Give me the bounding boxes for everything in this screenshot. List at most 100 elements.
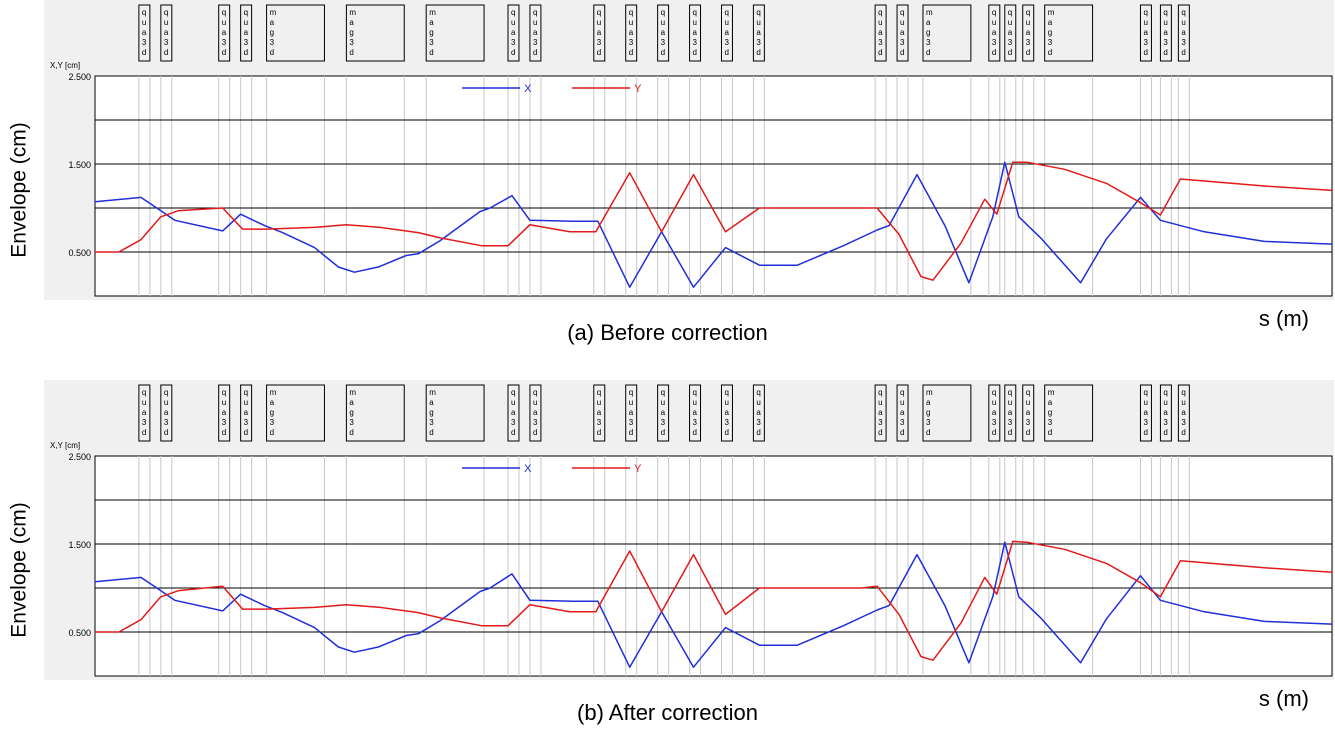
element-label-char: 3: [349, 38, 354, 47]
element-label-char: a: [629, 408, 634, 417]
element-label-char: u: [597, 18, 601, 27]
element-label-char: u: [1143, 18, 1147, 27]
element-label-char: m: [926, 388, 933, 397]
element-label-char: d: [1163, 48, 1167, 57]
element-label-char: d: [756, 48, 760, 57]
element-label-char: d: [244, 428, 248, 437]
element-label-char: d: [629, 428, 633, 437]
element-label-char: 3: [244, 418, 249, 427]
element-label-char: 3: [1008, 38, 1013, 47]
element-label-char: 3: [1143, 418, 1148, 427]
element-box: [1044, 384, 1094, 442]
element-label-char: u: [900, 18, 904, 27]
element-label-char: 3: [878, 418, 883, 427]
axis-unit-label: X,Y [cm]: [50, 441, 80, 450]
element-box: [874, 384, 887, 442]
element-label-char: q: [1026, 388, 1030, 397]
element-label-char: d: [900, 48, 904, 57]
element-label-char: m: [349, 8, 356, 17]
element-label-char: u: [164, 18, 168, 27]
element-label-char: a: [1143, 28, 1148, 37]
element-label-char: d: [1048, 428, 1052, 437]
element-label-char: u: [142, 398, 146, 407]
element-label-char: q: [693, 8, 697, 17]
element-label-char: d: [900, 428, 904, 437]
element-label-char: q: [629, 388, 633, 397]
element-label-char: 3: [1163, 418, 1168, 427]
element-label-char: q: [756, 8, 760, 17]
element-label-char: a: [756, 408, 761, 417]
element-label-char: q: [900, 8, 904, 17]
element-label-char: a: [1048, 18, 1053, 27]
element-label-char: d: [349, 48, 353, 57]
element-label-char: a: [992, 408, 997, 417]
element-label-char: a: [1181, 28, 1186, 37]
element-label-char: 3: [693, 418, 698, 427]
element-label-char: q: [597, 8, 601, 17]
element-label-char: d: [142, 48, 146, 57]
element-box: [896, 4, 909, 62]
element-label-char: g: [429, 28, 433, 37]
element-label-char: d: [1026, 428, 1030, 437]
element-label-char: d: [1026, 48, 1030, 57]
element-label-char: u: [533, 18, 537, 27]
element-label-char: q: [222, 388, 226, 397]
element-box: [896, 384, 909, 442]
element-label-char: d: [1008, 48, 1012, 57]
element-label-char: u: [878, 18, 882, 27]
element-box: [218, 4, 231, 62]
element-label-char: q: [511, 388, 515, 397]
element-label-char: a: [270, 398, 275, 407]
element-label-char: d: [661, 48, 665, 57]
element-label-char: d: [429, 428, 433, 437]
element-label-char: a: [142, 28, 147, 37]
element-box: [160, 384, 173, 442]
element-label-char: d: [1163, 428, 1167, 437]
element-box: [425, 384, 485, 442]
x-axis-title: s (m): [1258, 306, 1309, 331]
element-label-char: 3: [222, 418, 227, 427]
element-box: [593, 384, 606, 442]
element-label-char: a: [222, 408, 227, 417]
element-label-char: m: [429, 388, 436, 397]
element-label-char: q: [222, 8, 226, 17]
element-box: [1177, 384, 1190, 442]
series-line-x: [94, 541, 1333, 668]
element-label-char: a: [900, 408, 905, 417]
element-label-char: d: [1181, 48, 1185, 57]
element-label-char: d: [926, 48, 930, 57]
element-label-char: 3: [1181, 418, 1186, 427]
element-label-char: u: [724, 18, 728, 27]
element-label-char: q: [661, 8, 665, 17]
y-tick-label: 2.500: [68, 452, 91, 462]
element-label-char: a: [1181, 408, 1186, 417]
element-label-char: a: [992, 28, 997, 37]
element-label-char: g: [349, 28, 353, 37]
legend-label-y: Y: [634, 463, 642, 475]
element-label-char: d: [349, 428, 353, 437]
element-label-char: 3: [756, 418, 761, 427]
element-label-char: u: [878, 398, 882, 407]
element-label-char: u: [1181, 398, 1185, 407]
element-label-char: u: [756, 398, 760, 407]
element-label-char: d: [1181, 428, 1185, 437]
element-label-char: d: [222, 48, 226, 57]
element-label-char: a: [693, 28, 698, 37]
element-label-char: g: [1048, 408, 1052, 417]
y-tick-label: 2.500: [68, 72, 91, 82]
element-label-char: a: [429, 18, 434, 27]
element-label-char: a: [926, 18, 931, 27]
element-box: [922, 4, 972, 62]
element-label-char: 3: [1026, 418, 1031, 427]
element-label-char: a: [142, 408, 147, 417]
element-label-char: m: [1048, 388, 1055, 397]
legend-label-x: X: [524, 463, 532, 475]
element-label-char: a: [511, 28, 516, 37]
